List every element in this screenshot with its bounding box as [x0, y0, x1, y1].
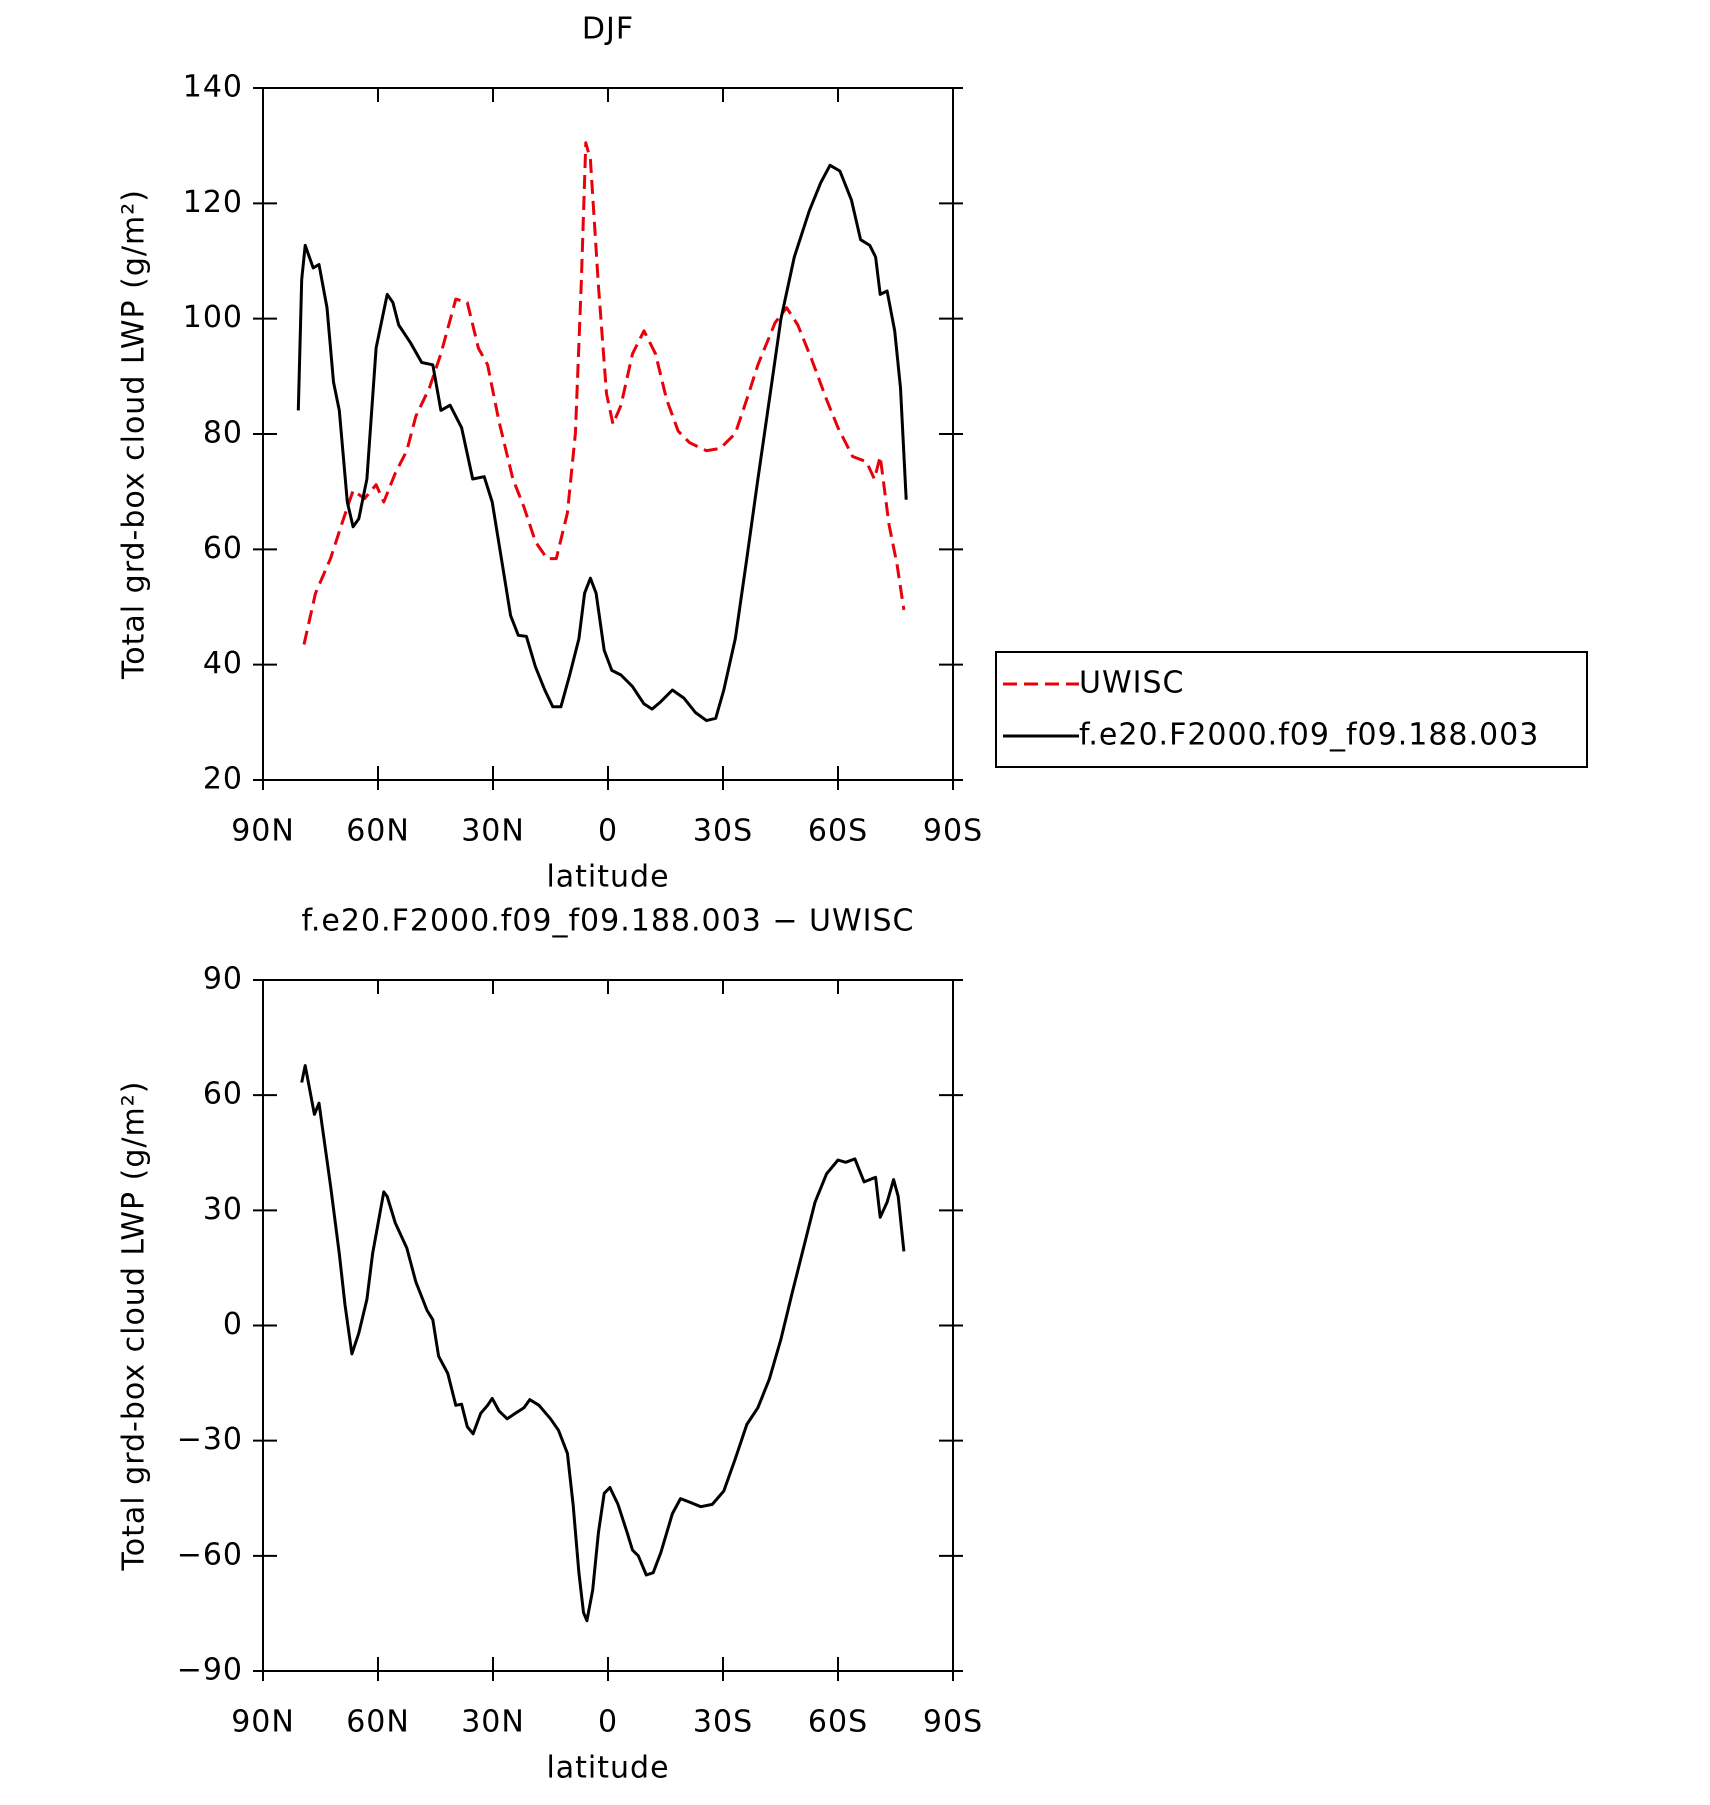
x-tick-label: 60S	[808, 814, 868, 849]
plot-frame	[262, 979, 954, 1672]
x-tick-label: 90S	[923, 1705, 983, 1740]
y-axis-label: Total grd-box cloud LWP (g/m²)	[117, 189, 152, 680]
y-tick-label: 60	[203, 531, 243, 566]
x-tick-label: 0	[598, 814, 618, 849]
y-tick-label: 140	[183, 70, 243, 105]
y-tick-label: 100	[183, 300, 243, 335]
x-tick-label: 30N	[461, 814, 525, 849]
x-tick-label: 90N	[231, 814, 295, 849]
legend-box	[995, 651, 1588, 768]
x-tick-label: 30S	[693, 1705, 753, 1740]
x-tick-label: 90N	[231, 1705, 295, 1740]
data-line	[300, 1064, 906, 1623]
y-tick-label: 20	[203, 762, 243, 797]
y-tick-label: 30	[203, 1192, 243, 1227]
y-tick-label: 60	[203, 1077, 243, 1112]
y-tick-label: −90	[177, 1653, 243, 1688]
x-tick-label: 0	[598, 1705, 618, 1740]
x-tick-label: 60N	[346, 1705, 410, 1740]
chart-title: DJF	[582, 12, 634, 47]
y-tick-label: −60	[177, 1537, 243, 1572]
legend-label: UWISC	[1079, 666, 1184, 701]
y-tick-label: 40	[203, 646, 243, 681]
y-tick-label: 80	[203, 416, 243, 451]
y-tick-label: −30	[177, 1422, 243, 1457]
x-tick-label: 60S	[808, 1705, 868, 1740]
data-line	[302, 141, 906, 645]
y-axis-label: Total grd-box cloud LWP (g/m²)	[117, 1081, 152, 1572]
x-tick-label: 30S	[693, 814, 753, 849]
x-axis-label: latitude	[546, 860, 669, 895]
y-tick-label: 0	[223, 1307, 243, 1342]
legend-label: f.e20.F2000.f09_f09.188.003	[1079, 718, 1539, 753]
x-tick-label: 60N	[346, 814, 410, 849]
y-tick-label: 120	[183, 185, 243, 220]
x-tick-label: 30N	[461, 1705, 525, 1740]
chart-title: f.e20.F2000.f09_f09.188.003 − UWISC	[302, 904, 915, 939]
y-tick-label: 90	[203, 962, 243, 997]
x-tick-label: 90S	[923, 814, 983, 849]
data-line	[296, 163, 908, 723]
x-axis-label: latitude	[546, 1751, 669, 1786]
